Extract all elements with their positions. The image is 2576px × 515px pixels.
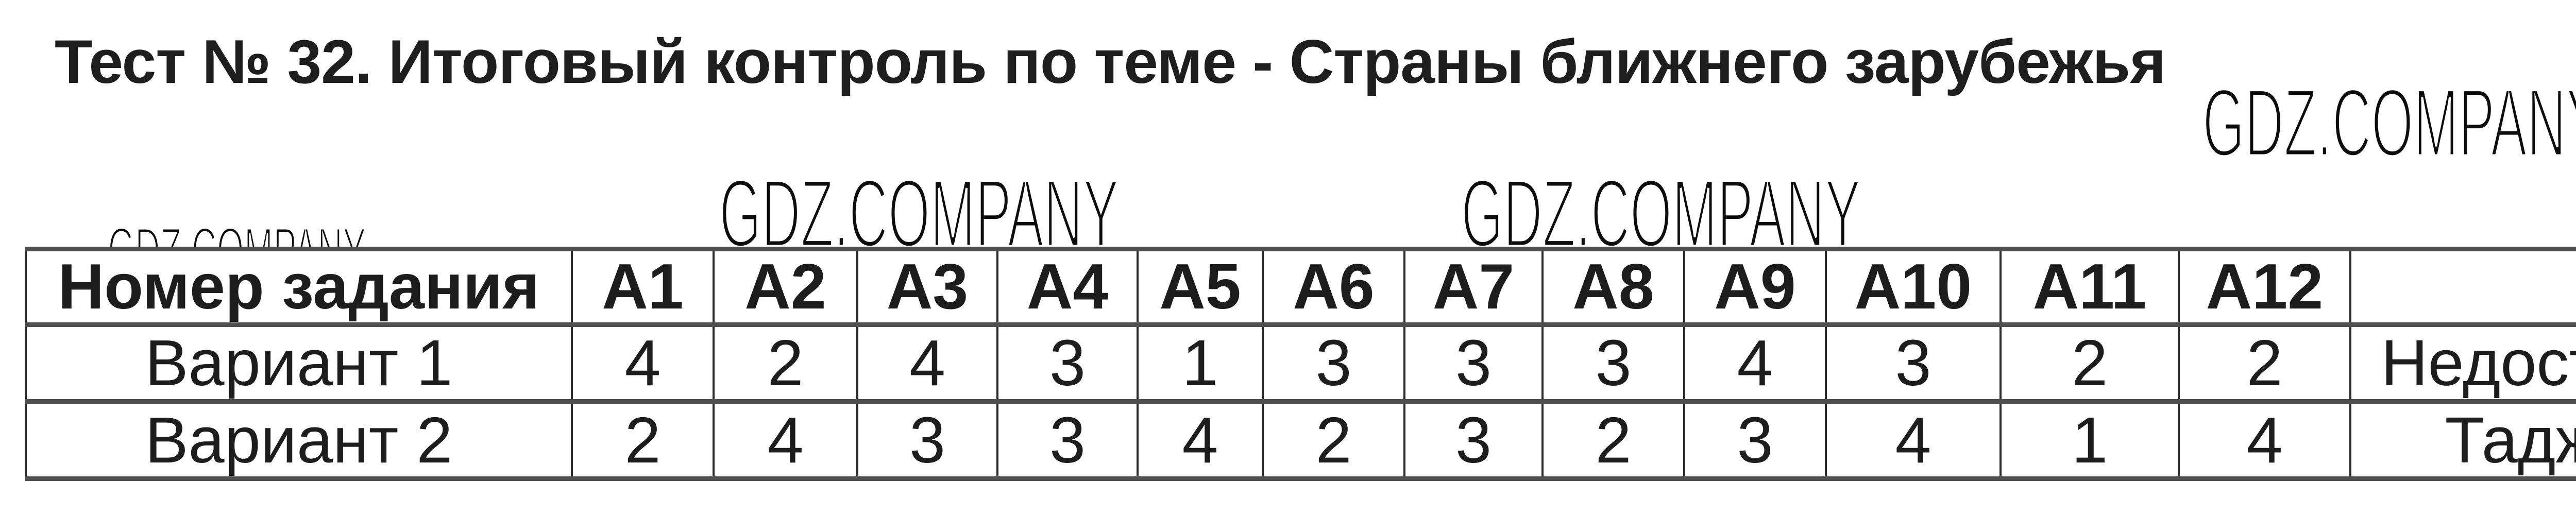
table-header-row: Номер задания А1 А2 А3 А4 А5 А6 А7 А8 А9… [25,247,2576,327]
answer-cell: 2 [1999,322,2180,404]
table-row-variant-2: Вариант 2 2 4 3 3 4 2 3 2 3 4 1 4 Таджик… [25,399,2576,481]
header-cell-a12: А12 [2178,247,2351,327]
page-title: Тест № 32. Итоговый контроль по теме - С… [55,27,2166,96]
answer-cell: 3 [1403,322,1544,404]
row-label-variant-2: Вариант 2 [25,399,573,481]
header-cell-a7: А7 [1403,247,1544,327]
header-cell-a3: А3 [856,247,998,327]
header-cell-a6: А6 [1262,247,1405,327]
row-label-variant-1: Вариант 1 [25,322,573,404]
header-cell-a5: А5 [1137,247,1264,327]
answer-cell: 3 [1825,322,2002,404]
header-cell-a11: А11 [1999,247,2180,327]
answer-cell: 4 [571,322,715,404]
answer-cell: 4 [1825,399,2002,481]
answers-table: Номер задания А1 А2 А3 А4 А5 А6 А7 А8 А9… [25,247,2576,481]
answer-cell: 1 [1137,322,1264,404]
answer-cell: 4 [856,322,998,404]
answer-cell: 4 [1683,322,1827,404]
answer-cell: 1 [1999,399,2180,481]
answer-cell: 3 [856,399,998,481]
header-cell-a8: А8 [1541,247,1685,327]
header-cell-a2: А2 [713,247,858,327]
answer-cell: 3 [1683,399,1827,481]
answer-cell: 2 [571,399,715,481]
header-cell-a4: А4 [996,247,1139,327]
header-cell-a9: А9 [1683,247,1827,327]
header-cell-task-number: Номер задания [25,247,573,327]
answer-cell: 4 [1137,399,1264,481]
answer-cell: 3 [1262,322,1405,404]
answer-cell: 2 [1262,399,1405,481]
table-row-variant-1: Вариант 1 4 2 4 3 1 3 3 3 4 3 2 2 Недост… [25,322,2576,404]
watermark-title-right: GDZ.COMPANY [2201,68,2576,177]
answer-cell-b1-variant-2: Таджикистан [2349,399,2576,481]
answer-cell: 3 [996,399,1139,481]
answer-cell: 3 [1541,322,1685,404]
answer-cell: 2 [713,322,858,404]
header-cell-a1: А1 [571,247,715,327]
answer-cell-b1-variant-1: Недостаток воды [2349,322,2576,404]
header-cell-b1: В1 [2349,247,2576,327]
answer-cell: 2 [1541,399,1685,481]
answer-cell: 3 [1403,399,1544,481]
answer-cell: 2 [2178,322,2351,404]
answer-cell: 3 [996,322,1139,404]
answer-cell: 4 [713,399,858,481]
answer-cell: 4 [2178,399,2351,481]
header-cell-a10: А10 [1825,247,2002,327]
